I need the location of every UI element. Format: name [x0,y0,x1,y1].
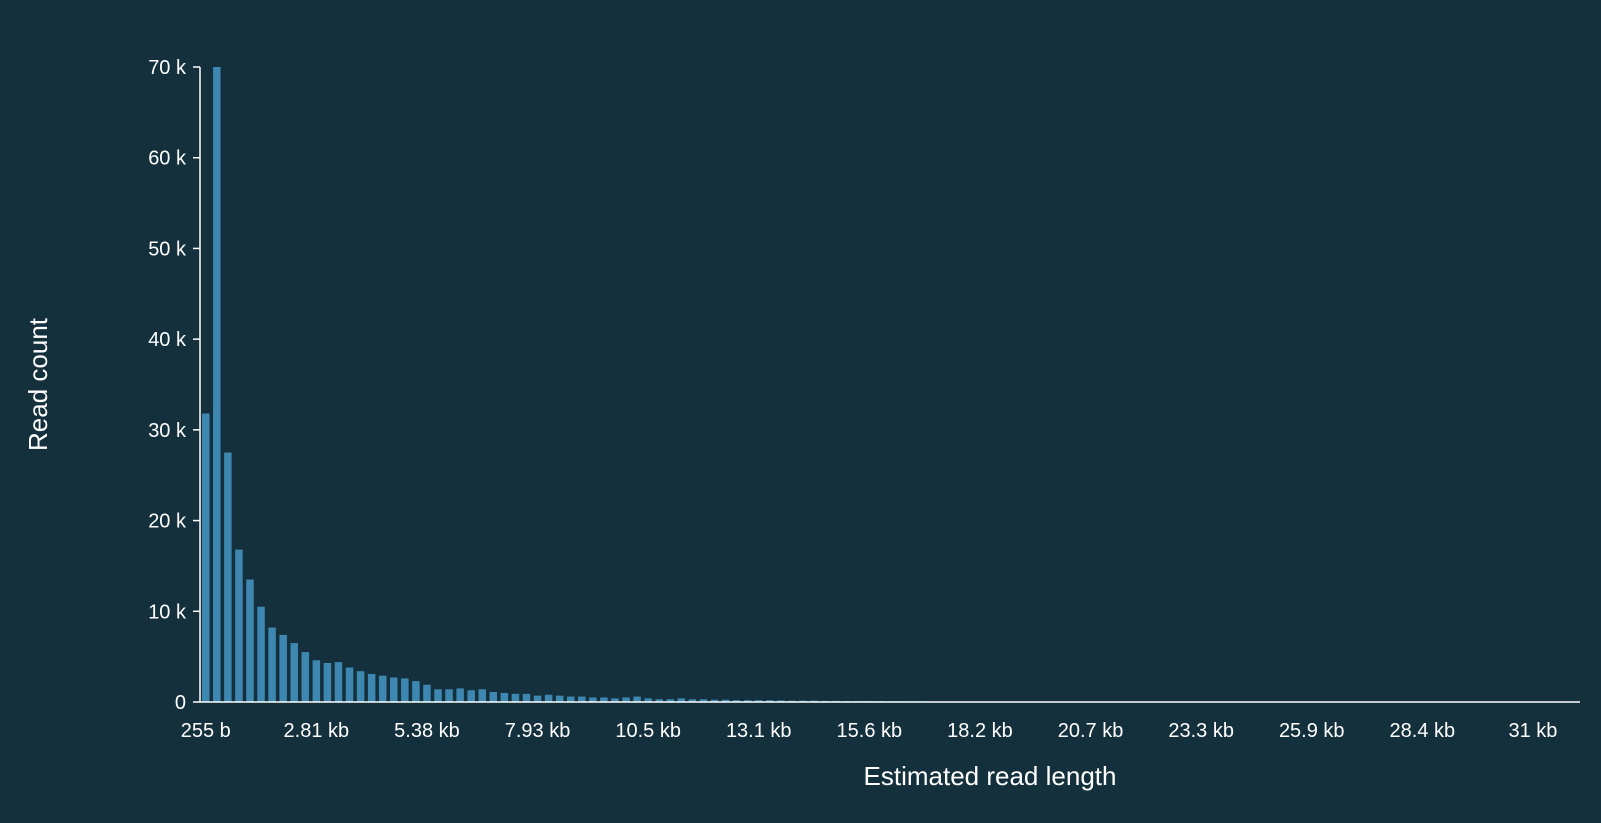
y-tick-label-1: 10 k [148,601,187,623]
bar-29 [523,694,531,702]
bar-21 [434,689,442,702]
bar-23 [456,688,464,702]
bar-7 [279,635,287,702]
y-tick-label-5: 50 k [148,238,187,260]
bar-10 [313,660,321,702]
x-tick-label-12: 31 kb [1508,720,1557,742]
bar-33 [567,697,575,702]
bar-8 [290,643,298,702]
x-tick-label-11: 28.4 kb [1390,720,1456,742]
y-axis-title: Read count [23,317,53,451]
y-tick-label-2: 20 k [148,511,187,533]
x-tick-label-9: 23.3 kb [1168,720,1234,742]
y-tick-label-7: 70 k [148,57,187,79]
bar-3 [235,550,243,702]
bar-25 [479,689,487,702]
bar-9 [302,652,310,702]
bar-39 [633,697,641,702]
bar-18 [401,678,409,702]
y-tick-label-0: 0 [175,692,186,714]
x-tick-label-6: 15.6 kb [837,720,903,742]
bar-22 [445,689,453,702]
x-tick-label-4: 10.5 kb [615,720,681,742]
y-tick-label-6: 60 k [148,148,187,170]
bar-2 [224,453,232,702]
x-tick-label-1: 2.81 kb [284,720,350,742]
bar-15 [368,674,376,702]
bar-30 [534,696,542,702]
y-tick-label-4: 40 k [148,329,187,351]
y-tick-label-3: 30 k [148,420,187,442]
x-tick-label-7: 18.2 kb [947,720,1013,742]
bar-0 [202,414,210,702]
bar-12 [335,662,343,702]
x-axis-title: Estimated read length [864,761,1117,791]
bar-5 [257,607,265,702]
bars-layer [202,67,1570,702]
x-axis-ticks: 255 b 2.81 kb 5.38 kb 7.93 kb 10.5 kb 13.1 kb… [181,720,1558,742]
bar-20 [423,685,431,702]
bar-6 [268,628,276,702]
x-tick-label-3: 7.93 kb [505,720,571,742]
bar-32 [556,696,564,702]
y-axis-ticks: 0 10 k 20 k 30 k 40 k 50 k 60 k 70 k [148,57,200,714]
bar-4 [246,580,254,702]
x-tick-label-2: 5.38 kb [394,720,460,742]
axes-layer [200,67,1580,702]
bar-26 [490,692,498,702]
bar-19 [412,681,420,702]
x-tick-label-10: 25.9 kb [1279,720,1345,742]
x-tick-label-0: 255 b [181,720,231,742]
bar-11 [324,663,332,702]
bar-17 [390,678,398,702]
bar-1 [213,67,221,702]
bar-28 [512,694,520,702]
bar-24 [467,690,475,702]
bar-16 [379,676,387,702]
bar-34 [578,697,586,702]
bar-27 [501,693,509,702]
bar-13 [346,668,354,702]
x-tick-label-5: 13.1 kb [726,720,792,742]
bar-31 [545,695,553,702]
x-tick-label-8: 20.7 kb [1058,720,1124,742]
bar-14 [357,671,365,702]
